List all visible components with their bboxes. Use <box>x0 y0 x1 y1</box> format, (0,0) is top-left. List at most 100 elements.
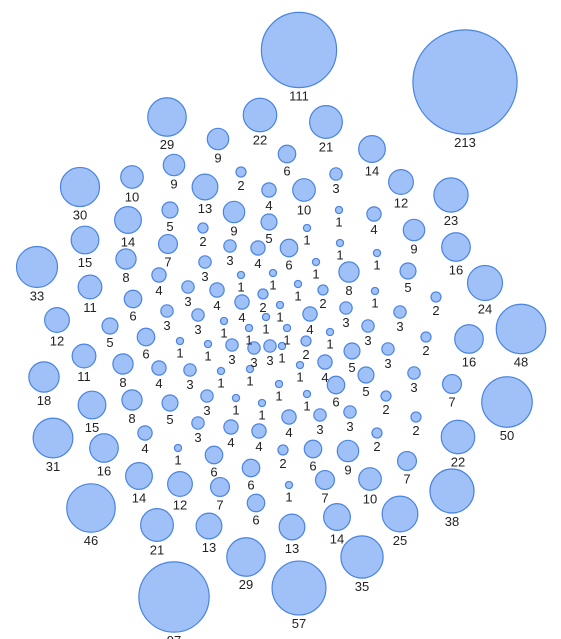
bubble-label: 46 <box>84 533 98 548</box>
bubble <box>32 417 74 459</box>
bubble <box>412 29 518 135</box>
bubble <box>381 342 395 356</box>
bubble <box>261 312 271 322</box>
bubble <box>216 366 226 376</box>
bubble <box>260 213 278 231</box>
bubble <box>303 439 323 459</box>
bubble <box>366 206 382 222</box>
bubble <box>77 390 107 420</box>
bubble <box>191 308 205 322</box>
bubble-label: 29 <box>160 137 174 152</box>
bubble-label: 4 <box>213 298 220 313</box>
bubble <box>441 232 471 262</box>
bubble-label: 1 <box>335 215 342 230</box>
bubble <box>317 284 329 296</box>
bubble-label: 3 <box>342 315 349 330</box>
bubble-label: 8 <box>122 270 129 285</box>
bubble-label: 3 <box>384 356 391 371</box>
bubble-label: 14 <box>121 234 135 249</box>
bubble <box>410 411 422 423</box>
bubble-label: 1 <box>232 403 239 418</box>
bubble <box>250 240 266 256</box>
bubble-label: 10 <box>297 202 311 217</box>
bubble <box>329 167 343 181</box>
bubble <box>495 303 547 355</box>
bubble <box>440 419 476 455</box>
bubble-label: 6 <box>142 347 149 362</box>
bubble-label: 5 <box>348 360 355 375</box>
bubble-label: 7 <box>448 394 455 409</box>
bubble-label: 12 <box>394 195 408 210</box>
bubble-label: 18 <box>37 393 51 408</box>
bubble-label: 2 <box>279 456 286 471</box>
bubble <box>257 288 269 300</box>
bubble <box>236 270 246 280</box>
bubble <box>151 267 167 283</box>
bubble-layer <box>15 11 547 633</box>
bubble <box>429 468 475 514</box>
bubble-label: 33 <box>30 289 44 304</box>
bubble-label: 7 <box>164 254 171 269</box>
bubble-label: 3 <box>194 322 201 337</box>
bubble-label: 4 <box>254 256 261 271</box>
bubble-label: 3 <box>228 352 235 367</box>
bubble-label: 4 <box>306 322 313 337</box>
bubble <box>338 261 360 283</box>
bubble-label: 16 <box>449 262 463 277</box>
bubble <box>140 508 174 542</box>
bubble <box>314 469 336 491</box>
bubble <box>277 341 287 351</box>
bubble-label: 11 <box>77 369 91 384</box>
bubble-label: 5 <box>106 335 113 350</box>
bubble <box>317 354 333 370</box>
bubble-label: 3 <box>410 380 417 395</box>
bubble-label: 1 <box>258 408 265 423</box>
bubble <box>137 425 153 441</box>
bubble <box>334 205 344 215</box>
bubble <box>235 166 247 178</box>
bubble <box>396 450 418 472</box>
bubble-label: 6 <box>247 478 254 493</box>
bubble <box>277 444 289 456</box>
bubble <box>209 282 225 298</box>
bubble <box>343 405 357 419</box>
bubble <box>101 317 119 335</box>
bubble <box>302 223 312 233</box>
bubble-label: 6 <box>210 465 217 480</box>
bubble-label: 3 <box>201 269 208 284</box>
bubble-label: 7 <box>403 471 410 486</box>
bubble-label: 4 <box>141 441 148 456</box>
bubble <box>278 513 306 541</box>
bubble-label: 1 <box>296 370 303 385</box>
bubble-label: 1 <box>283 333 290 348</box>
bubble-label: 14 <box>365 163 379 178</box>
bubble <box>399 262 417 280</box>
bubble-label: 3 <box>194 430 201 445</box>
bubble <box>244 323 254 333</box>
bubble <box>223 239 237 253</box>
bubble <box>281 409 297 425</box>
bubble <box>325 327 335 337</box>
bubble-label: 4 <box>370 222 377 237</box>
bubble <box>282 323 292 333</box>
bubble-label: 9 <box>344 463 351 478</box>
bubble-label: 1 <box>278 351 285 366</box>
bubble <box>138 561 210 633</box>
bubble-label: 1 <box>176 346 183 361</box>
bubble-label: 1 <box>275 389 282 404</box>
bubble <box>358 467 382 491</box>
bubble-label: 97 <box>167 633 181 639</box>
bubble <box>226 537 266 577</box>
bubble-label: 3 <box>266 353 273 368</box>
bubble <box>112 353 134 375</box>
bubble <box>161 201 179 219</box>
bubble-label: 5 <box>265 231 272 246</box>
bubble-label: 3 <box>184 294 191 309</box>
bubble <box>357 366 375 384</box>
bubble <box>204 445 224 465</box>
bubble <box>157 233 179 255</box>
bubble <box>197 222 209 234</box>
bubble-label: 6 <box>285 258 292 273</box>
bubble-label: 1 <box>285 490 292 505</box>
bubble-label: 2 <box>199 234 206 249</box>
